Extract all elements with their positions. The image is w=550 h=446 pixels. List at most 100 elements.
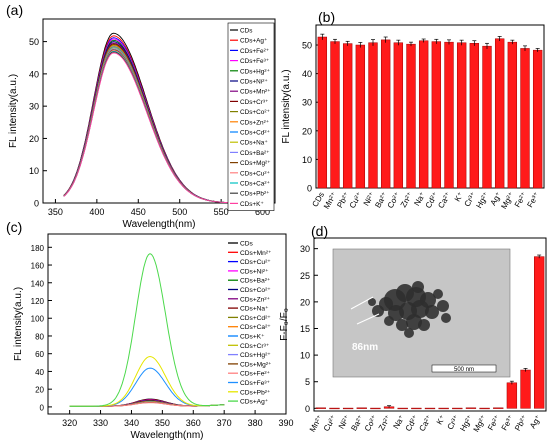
panel-b-bar [406, 43, 416, 189]
panel-c-legend-entry: CDs+Ag⁺ [240, 399, 269, 406]
panel-d-category-label: Ag⁺ [528, 414, 543, 431]
panel-c-legend-entry: CDs+Zn²⁺ [240, 296, 271, 303]
panel-b-ytick-label: 20 [302, 126, 312, 136]
panel-b-ytick-label: 50 [302, 41, 312, 51]
panel-a-ytick-label: 40 [29, 69, 39, 79]
panel-d-bar [506, 382, 518, 409]
panel-d-ytick-label: 20 [300, 297, 310, 307]
panel-d-tem-particle [437, 300, 449, 312]
panel-b-bar [342, 43, 353, 189]
panel-c-ytick-label: 160 [31, 262, 45, 271]
panel-c-ytick-label: 20 [35, 386, 44, 395]
panel-b-label: (b) [318, 9, 335, 25]
panel-a-legend-entry: CDs+Na⁺ [240, 140, 268, 147]
panel-a-legend [227, 22, 275, 211]
panel-b-bar [494, 38, 505, 189]
panel-d-ylabel: F-F₀/F₀ [279, 308, 290, 341]
panel-b-bar [380, 39, 391, 189]
panel-b-bar [469, 43, 480, 189]
panel-a-ylabel: FL intensity(a.u.) [8, 74, 19, 148]
panel-a-xtick-label: 600 [255, 207, 270, 217]
panel-c-xtick-label: 370 [217, 418, 232, 428]
panel-d-bar [329, 407, 340, 410]
panel-b-bar [393, 42, 404, 189]
panel-c-legend-entry: CDs+Co²⁺ [240, 287, 271, 294]
panel-c-ytick-label: 120 [31, 297, 45, 306]
panel-a-legend-entry: CDs+Cr³⁺ [240, 99, 268, 106]
panel-c-series-line [69, 355, 225, 407]
panel-d-bar [424, 407, 436, 410]
panel-c-legend-entry: CDs+K⁺ [240, 334, 265, 341]
panel-c-legend-entry: CDs+Na⁺ [240, 306, 269, 313]
panel-d: 051015202530F-F₀/F₀Mn²⁺Cu²⁺Ni²⁺Ba²⁺Co²⁺Z… [279, 237, 547, 434]
panel-a-legend-entry: CDs+Pb²⁺ [240, 191, 269, 198]
panel-a-legend-entry: CDs+Ba²⁺ [240, 150, 269, 157]
panel-d-tem-particle [425, 305, 439, 319]
panel-b-ytick-label: 0 [307, 184, 312, 194]
panel-b-ytick-label: 40 [302, 69, 312, 79]
panel-c-legend-entry: CDs+Hg²⁺ [240, 352, 271, 359]
panel-c-label: (c) [6, 219, 22, 235]
panel-b-bar [355, 44, 366, 189]
panel-d-scale-bar [431, 364, 497, 373]
panel-a-ytick-label: 10 [29, 166, 39, 176]
panel-d-ytick-label: 5 [305, 377, 310, 387]
panel-b-bar [482, 45, 492, 189]
panel-d-tem-particle [412, 281, 424, 293]
panel-c-legend-entry: CDs+Ca²⁺ [240, 324, 271, 331]
panel-a-ytick-label: 50 [29, 37, 39, 47]
panel-c-legend-entry: CDs+Pb²⁺ [240, 389, 271, 396]
panel-d-bar [452, 407, 463, 410]
panel-c-legend-entry: CDs+Fe³⁺ [240, 380, 271, 387]
panel-d-category-label: Pb²⁺ [513, 414, 529, 433]
panel-c-xlabel: Wavelength(nm) [131, 430, 204, 441]
panel-d-frame [313, 237, 547, 412]
panel-d-tem-particle [406, 314, 422, 330]
panel-b-bar [507, 41, 518, 189]
panel-d-size-label: 86nm [352, 342, 378, 353]
panel-d-tem-particle [368, 298, 376, 306]
panel-d-tem-particle [384, 316, 394, 326]
panel-a-ytick-label: 20 [29, 134, 39, 144]
panel-b-bar [368, 42, 378, 189]
panel-d-category-label: Cd²⁺ [404, 414, 420, 433]
panel-d-bar [534, 256, 545, 409]
panel-c-frame [47, 233, 287, 415]
panel-b-category-label: Ca²⁺ [436, 191, 452, 210]
panel-c: 320 330 340 350 360 370 380 390 Wavelength(nm) 0 2… [13, 233, 294, 441]
panel-c-xtick-label: 380 [248, 418, 263, 428]
panel-c-ytick-label: 100 [31, 315, 45, 324]
panel-a-xtick-label: 350 [48, 207, 63, 217]
panel-d-category-label: Zn²⁺ [377, 414, 393, 433]
panel-b-bar [532, 49, 543, 189]
panel-b-bar [444, 41, 454, 189]
panel-c-ytick-label: 0 [40, 403, 45, 412]
panel-d-tem-particle [372, 305, 384, 317]
panel-d-bar [315, 407, 326, 409]
panel-b-category-label: Mg²⁺ [499, 191, 516, 211]
panel-b-bar [431, 41, 442, 189]
panel-c-xtick-label: 320 [62, 418, 77, 428]
panel-d-category-label: Fe³⁺ [500, 414, 516, 433]
panel-c-ytick-label: 180 [31, 244, 45, 253]
panel-c-legend-entry: CDs [240, 241, 254, 248]
panel-a-legend-entry: CDs+Ca²⁺ [240, 181, 270, 188]
panel-d-label: (d) [311, 223, 328, 239]
panel-d-tem-particle [404, 328, 414, 338]
panel-b-bar [418, 40, 429, 189]
panel-d-bar [370, 407, 381, 410]
panel-c-ytick-label: 60 [35, 350, 44, 359]
panel-d-ytick-label: 25 [300, 271, 310, 281]
panel-b-bar [456, 42, 467, 189]
panel-d-ytick-label: 30 [300, 244, 310, 254]
panel-d-ytick-label: 15 [300, 324, 310, 334]
panel-c-legend-entry: CDs+Cu²⁺ [240, 259, 271, 266]
panel-b-category-label: Hg²⁺ [474, 191, 490, 210]
panel-d-category-label: Cu²⁺ [322, 414, 338, 433]
panel-a-label: (a) [6, 2, 23, 18]
panel-c-legend-entry: CDs+Fe²⁺ [240, 371, 271, 378]
panel-c-series-line [69, 253, 225, 407]
panel-d-bar [411, 407, 422, 410]
panel-d-bar [479, 407, 490, 410]
